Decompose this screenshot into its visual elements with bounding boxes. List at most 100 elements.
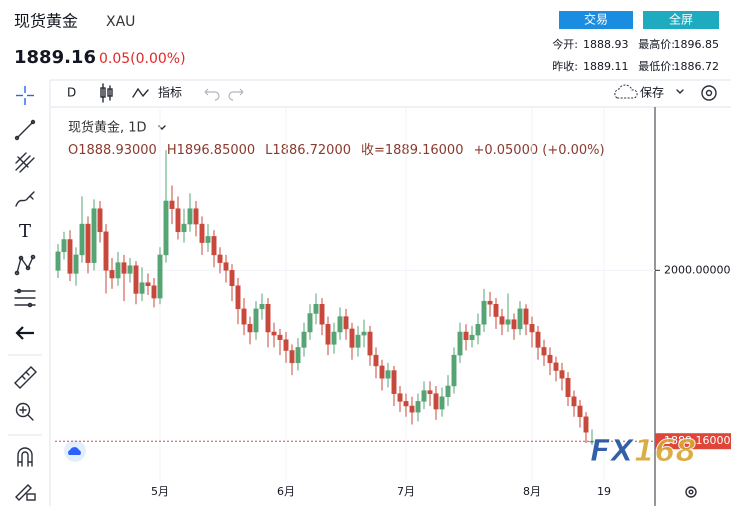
candle-body [481,300,487,325]
fullscreen-button[interactable]: 全屏 [643,11,719,29]
candle-body [325,324,331,345]
candle-body [457,331,463,356]
candle-body [343,316,349,330]
candle-body [247,324,253,333]
candle-body [415,401,421,413]
button-label[interactable]: 交易 [584,12,608,27]
candle-body [211,236,217,256]
x-tick-label: 8月 [523,485,541,498]
cloud-badge[interactable] [64,440,86,462]
candle-body [361,331,367,336]
candle-body [409,405,415,413]
save[interactable]: 保存 [640,86,664,100]
candle-body [235,285,241,310]
ruler-tool[interactable] [14,366,37,389]
candle-body [277,334,283,340]
stat-value: 1886.72 [674,60,720,73]
undo[interactable] [204,88,220,101]
candle-body [319,304,325,325]
button-label[interactable]: 全屏 [669,12,693,27]
candle-body [367,331,373,356]
candle-body [517,308,523,330]
watermark-part: FX [590,434,635,469]
candle-body [379,365,385,379]
candle-body [271,331,277,336]
candle-body [151,285,157,299]
axis-settings[interactable] [685,486,697,498]
x-tick-label: 19 [597,485,611,498]
candle-body [67,239,73,274]
candle-body [301,331,307,348]
candle-body [451,354,457,387]
candle-body [55,251,61,271]
candle-body [139,282,145,294]
candle-body [133,265,139,294]
candle-body [61,239,67,253]
candle-icon[interactable] [100,83,113,103]
candle-body [85,223,91,263]
indicator-icon[interactable] [132,87,149,98]
legend-item: L1886.72000 [265,143,351,158]
brush-tool[interactable] [15,191,35,207]
fib-tool[interactable] [14,288,36,308]
crosshair-tool[interactable] [16,86,34,105]
candle-body [523,308,529,325]
stat-label: 最高价: [638,37,675,51]
candle-body [577,405,583,418]
candle-body [445,385,451,398]
lock-draw-tool[interactable] [15,484,36,501]
watermark: FX168 [590,434,696,469]
candle-body [499,316,505,325]
pattern-tool[interactable] [14,254,36,276]
chart-title: 现货黄金, 1D [68,120,147,136]
candle-body [217,254,223,263]
trade-button[interactable]: 交易 [559,11,633,29]
line-tool[interactable] [14,119,36,141]
button-bg [559,11,633,29]
candle-body [97,208,103,233]
watermark-part: 168 [634,434,697,469]
ohlc-legend: O1888.93000 H1896.85000 L1886.72000 收=1889.… [68,143,605,158]
candle-body [493,304,499,317]
candle-body [259,304,265,310]
candle-body [115,262,121,279]
candle-body [205,236,211,243]
legend-item: O1888.93000 [68,143,157,158]
interval[interactable]: D [67,86,76,100]
change: 0.05(0.00%) [99,51,186,67]
save-menu[interactable] [676,89,684,94]
magnet-tool[interactable] [17,447,33,467]
candle-body [529,324,535,333]
candle-body [265,304,271,333]
cloud-icon[interactable] [614,84,638,99]
candle-body [355,334,361,348]
candle-body [403,401,409,407]
candle-body [109,270,115,279]
candle-body [541,347,547,356]
y-tick-label: 2000.00000 [664,263,730,276]
stat-value: 1889.11 [583,60,629,73]
candle-body [385,370,391,379]
stat-value: 1888.93 [583,38,629,51]
price-label-bg [655,433,731,450]
price-label: 1889.16000 [664,434,730,447]
candle-body [439,396,445,410]
candle-body [475,324,481,336]
zoom-tool[interactable] [15,402,34,421]
candle-body [487,300,493,305]
text-tool[interactable]: T [19,221,31,242]
back-tool[interactable] [15,326,34,340]
candle-body [583,416,589,433]
indicators[interactable]: 指标 [158,85,182,100]
button-bg [643,11,719,29]
candle-body [511,319,517,330]
redo[interactable] [228,88,244,101]
candle-body [433,393,439,410]
candle-body [169,200,175,209]
candle-body [535,331,541,348]
settings-icon[interactable] [701,85,717,101]
candle-body [553,362,559,371]
fork-tool[interactable] [15,152,35,173]
stat-label: 昨收: [552,59,578,73]
